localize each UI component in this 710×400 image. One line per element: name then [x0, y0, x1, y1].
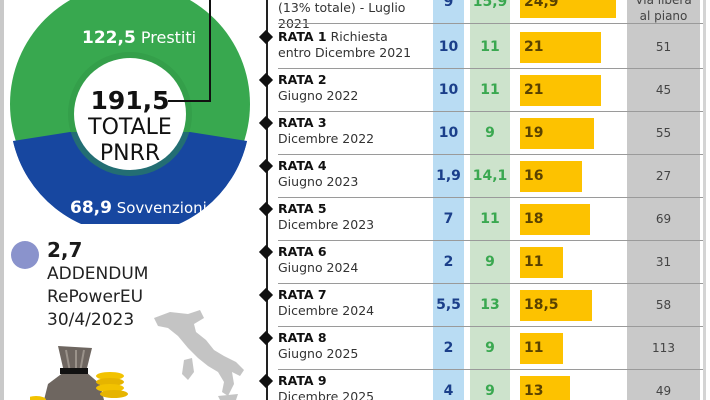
via-libera-value: 58: [655, 298, 672, 312]
timeline-marker-icon: [258, 287, 274, 303]
row-divider: [278, 369, 703, 370]
via-libera-value: 69: [655, 212, 672, 226]
total-bar: 21: [520, 32, 601, 63]
timeline-marker-icon: [258, 158, 274, 174]
timeline-marker-icon: [258, 201, 274, 217]
sovvenzioni-value: 10: [438, 82, 459, 98]
sovvenzioni-value: 2: [443, 340, 454, 356]
row-divider: [278, 283, 703, 284]
table-row: RATA 1 Richiesta entro Dicembre 2021 10 …: [258, 26, 703, 69]
prestiti-value: 11: [480, 39, 500, 55]
addendum-value: 2,7: [47, 238, 83, 262]
row-label: RATA 8 Giugno 2025: [278, 330, 359, 361]
prestiti-value: 13: [480, 297, 500, 313]
timeline-axis: [266, 0, 268, 400]
addendum-label: ADDENDUM: [47, 264, 149, 284]
timeline-marker-icon: [258, 29, 274, 45]
table-row: RATA 5 Dicembre 2023 7 11 18 69: [258, 198, 703, 241]
table-row: RATA 7 Dicembre 2024 5,5 13 18,5 58: [258, 284, 703, 327]
table-row: RATA 8 Giugno 2025 2 9 11 113: [258, 327, 703, 370]
via-libera-value: 49: [655, 384, 672, 398]
row-label: RATA 6 Giugno 2024: [278, 244, 359, 275]
timeline-marker-icon: [258, 373, 274, 389]
row-divider: [278, 240, 703, 241]
table-row: RATA 3 Dicembre 2022 10 9 19 55: [258, 112, 703, 155]
prestiti-value: 14,1: [472, 168, 508, 184]
prestiti-value: 11: [480, 82, 500, 98]
right-border: [703, 0, 706, 400]
sovvenzioni-value: 10: [438, 125, 459, 141]
total-bar: 11: [520, 247, 563, 278]
timeline-marker-icon: [258, 330, 274, 346]
sovvenzioni-column: [433, 0, 464, 400]
table-row: RATA 2 Giugno 2022 10 11 21 45: [258, 69, 703, 112]
prestiti-label: 122,5 Prestiti: [82, 28, 197, 48]
donut-svg: [10, 0, 250, 224]
prestiti-column: [470, 0, 510, 400]
total-bar: 11: [520, 333, 563, 364]
addendum-dot-icon: [11, 241, 39, 269]
table-row: Pre-finanziamento (13% totale) - Luglio …: [266, 0, 703, 31]
row-label: RATA 7 Dicembre 2024: [278, 287, 375, 318]
timeline-marker-icon: [258, 115, 274, 131]
row-divider: [278, 23, 703, 24]
via-libera-value: 113: [652, 341, 675, 355]
total-label-2: PNRR: [99, 141, 161, 166]
prestiti-value: 9: [485, 340, 495, 356]
total-bar: 19: [520, 118, 594, 149]
row-label: RATA 3 Dicembre 2022: [278, 115, 375, 146]
addendum-program: RePowerEU: [47, 287, 144, 307]
left-border: [0, 0, 4, 400]
connector-line: [209, 0, 211, 102]
timeline-marker-icon: [258, 72, 274, 88]
sovvenzioni-value: 5,5: [436, 297, 461, 313]
row-divider: [278, 154, 703, 155]
total-value: 191,5: [90, 86, 170, 115]
via-libera-value: 45: [655, 83, 672, 97]
via-libera-value: 27: [655, 169, 672, 183]
via-libera-value: 31: [655, 255, 672, 269]
row-divider: [278, 197, 703, 198]
prestiti-value: 15,9: [472, 0, 508, 10]
timeline-marker-icon: [258, 244, 274, 260]
total-label-1: TOTALE: [88, 115, 172, 140]
row-divider: [278, 111, 703, 112]
prestiti-value: 11: [480, 211, 500, 227]
sovvenzioni-value: 10: [438, 39, 459, 55]
total-bar: 16: [520, 161, 582, 192]
prestiti-value: 9: [485, 383, 495, 399]
table-row: RATA 4 Giugno 2023 1,9 14,1 16 27: [258, 155, 703, 198]
sovvenzioni-value: 9: [443, 0, 454, 10]
via-libera-value: 55: [655, 126, 672, 140]
sovvenzioni-value: 1,9: [436, 168, 461, 184]
sovvenzioni-value: 2: [443, 254, 454, 270]
table-row: RATA 9 Dicembre 2025 4 9 13 49: [258, 370, 703, 400]
money-bag-icon: [30, 346, 128, 400]
row-label: RATA 5 Dicembre 2023: [278, 201, 375, 232]
sovvenzioni-value: 4: [443, 383, 454, 399]
italy-map-icon: [154, 310, 244, 400]
prestiti-value: 9: [485, 125, 495, 141]
pnrr-donut-chart: 122,5 Prestiti 68,9 Sovvenzioni 191,5 TO…: [10, 0, 250, 224]
connector-line-horizontal: [168, 100, 211, 102]
total-bar: 18: [520, 204, 590, 235]
sovvenzioni-label: 68,9 Sovvenzioni: [70, 198, 207, 218]
addendum-date: 30/4/2023: [47, 310, 135, 330]
total-bar: 24,9: [520, 0, 616, 18]
row-label: RATA 4 Giugno 2023: [278, 158, 359, 189]
total-bar: 13: [520, 376, 570, 400]
prestiti-value: 9: [485, 254, 495, 270]
sovvenzioni-value: 7: [443, 211, 454, 227]
row-label: RATA 2 Giugno 2022: [278, 72, 359, 103]
row-label: RATA 1 Richiesta entro Dicembre 2021: [278, 29, 412, 60]
via-libera-column: [627, 0, 700, 400]
via-libera-value: 51: [655, 40, 672, 54]
row-divider: [278, 68, 703, 69]
total-bar: 21: [520, 75, 601, 106]
row-divider: [278, 326, 703, 327]
table-row: RATA 6 Giugno 2024 2 9 11 31: [258, 241, 703, 284]
via-libera-header: Via libera al piano: [635, 0, 692, 23]
row-label: RATA 9 Dicembre 2025: [278, 373, 375, 400]
total-bar: 18,5: [520, 290, 592, 321]
